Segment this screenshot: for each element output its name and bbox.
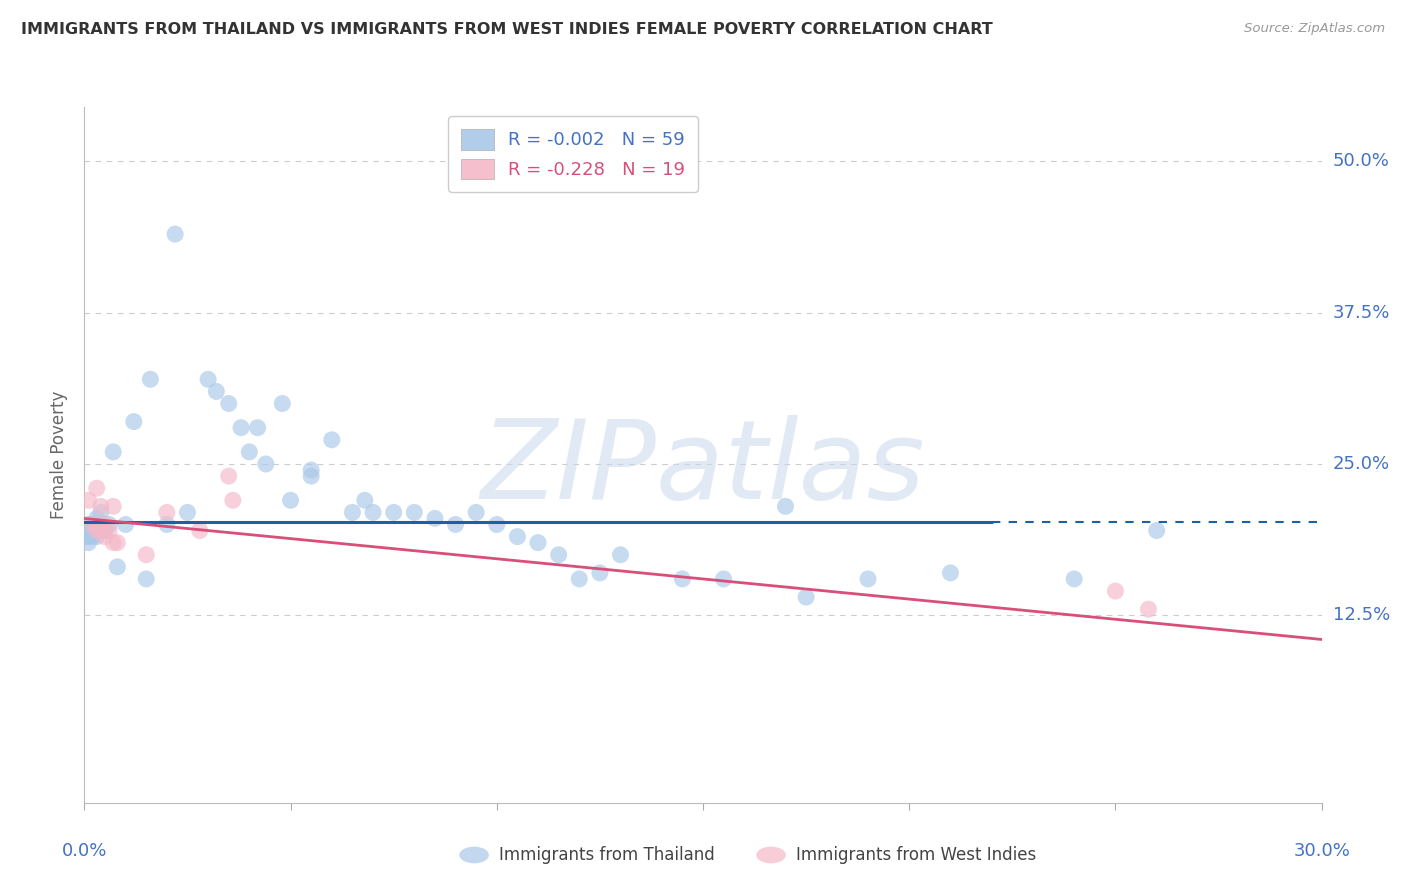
Point <box>1146 524 1168 538</box>
Point <box>86 530 108 544</box>
Point <box>77 530 100 544</box>
Text: Source: ZipAtlas.com: Source: ZipAtlas.com <box>1244 22 1385 36</box>
Point <box>444 517 467 532</box>
Point <box>1104 584 1126 599</box>
Point <box>77 517 100 532</box>
Point <box>165 227 187 241</box>
Text: 25.0%: 25.0% <box>1333 455 1391 473</box>
Point <box>465 505 488 519</box>
Point <box>218 469 240 483</box>
Point <box>103 535 125 549</box>
Point <box>246 420 269 434</box>
Text: 0.0%: 0.0% <box>62 842 107 860</box>
Point <box>568 572 591 586</box>
Point <box>321 433 343 447</box>
Point <box>103 500 125 514</box>
Point <box>506 530 529 544</box>
Point <box>82 517 104 532</box>
Point <box>156 517 179 532</box>
Point <box>271 396 294 410</box>
Point <box>90 500 112 514</box>
Point <box>205 384 228 399</box>
Point <box>280 493 302 508</box>
Point <box>86 511 108 525</box>
Point <box>1063 572 1085 586</box>
Point <box>94 530 117 544</box>
Text: IMMIGRANTS FROM THAILAND VS IMMIGRANTS FROM WEST INDIES FEMALE POVERTY CORRELATI: IMMIGRANTS FROM THAILAND VS IMMIGRANTS F… <box>21 22 993 37</box>
Text: 37.5%: 37.5% <box>1333 304 1391 322</box>
Text: Immigrants from Thailand: Immigrants from Thailand <box>499 846 714 864</box>
Point <box>90 505 112 519</box>
Point <box>218 396 240 410</box>
Point <box>342 505 364 519</box>
Point <box>77 530 100 544</box>
Text: 50.0%: 50.0% <box>1333 153 1389 170</box>
Point <box>105 559 128 574</box>
Point <box>98 517 121 532</box>
Circle shape <box>460 847 489 863</box>
Text: Immigrants from West Indies: Immigrants from West Indies <box>796 846 1036 864</box>
Point <box>671 572 693 586</box>
Point <box>382 505 405 519</box>
Text: ZIPatlas: ZIPatlas <box>481 416 925 523</box>
Point <box>86 524 108 538</box>
Y-axis label: Female Poverty: Female Poverty <box>51 391 69 519</box>
Point <box>361 505 384 519</box>
Point <box>939 566 962 580</box>
Point <box>238 445 260 459</box>
Point <box>609 548 631 562</box>
Point <box>90 524 112 538</box>
Point <box>82 524 104 538</box>
Point <box>299 469 322 483</box>
Point <box>404 505 426 519</box>
Point <box>77 535 100 549</box>
Text: 12.5%: 12.5% <box>1333 607 1391 624</box>
Legend: R = -0.002   N = 59, R = -0.228   N = 19: R = -0.002 N = 59, R = -0.228 N = 19 <box>449 116 697 192</box>
Point <box>77 493 100 508</box>
Point <box>188 524 211 538</box>
Point <box>713 572 735 586</box>
Point <box>77 524 100 538</box>
Point <box>1137 602 1160 616</box>
Point <box>589 566 612 580</box>
Point <box>485 517 508 532</box>
Point <box>794 590 817 604</box>
Point <box>222 493 245 508</box>
Point <box>139 372 162 386</box>
Circle shape <box>756 847 786 863</box>
Point <box>547 548 569 562</box>
Point <box>197 372 219 386</box>
Point <box>114 517 136 532</box>
Text: 30.0%: 30.0% <box>1294 842 1350 860</box>
Point <box>135 572 157 586</box>
Point <box>176 505 198 519</box>
Point <box>86 481 108 495</box>
Point <box>105 535 128 549</box>
Point <box>353 493 375 508</box>
Point <box>98 524 121 538</box>
Point <box>82 530 104 544</box>
Point <box>103 445 125 459</box>
Point <box>90 524 112 538</box>
Point <box>423 511 446 525</box>
Point <box>86 524 108 538</box>
Point <box>122 415 145 429</box>
Point <box>82 517 104 532</box>
Point <box>856 572 879 586</box>
Point <box>94 524 117 538</box>
Point <box>527 535 550 549</box>
Point <box>299 463 322 477</box>
Point <box>94 517 117 532</box>
Point <box>229 420 252 434</box>
Point <box>135 548 157 562</box>
Point <box>775 500 797 514</box>
Point <box>156 505 179 519</box>
Point <box>254 457 277 471</box>
